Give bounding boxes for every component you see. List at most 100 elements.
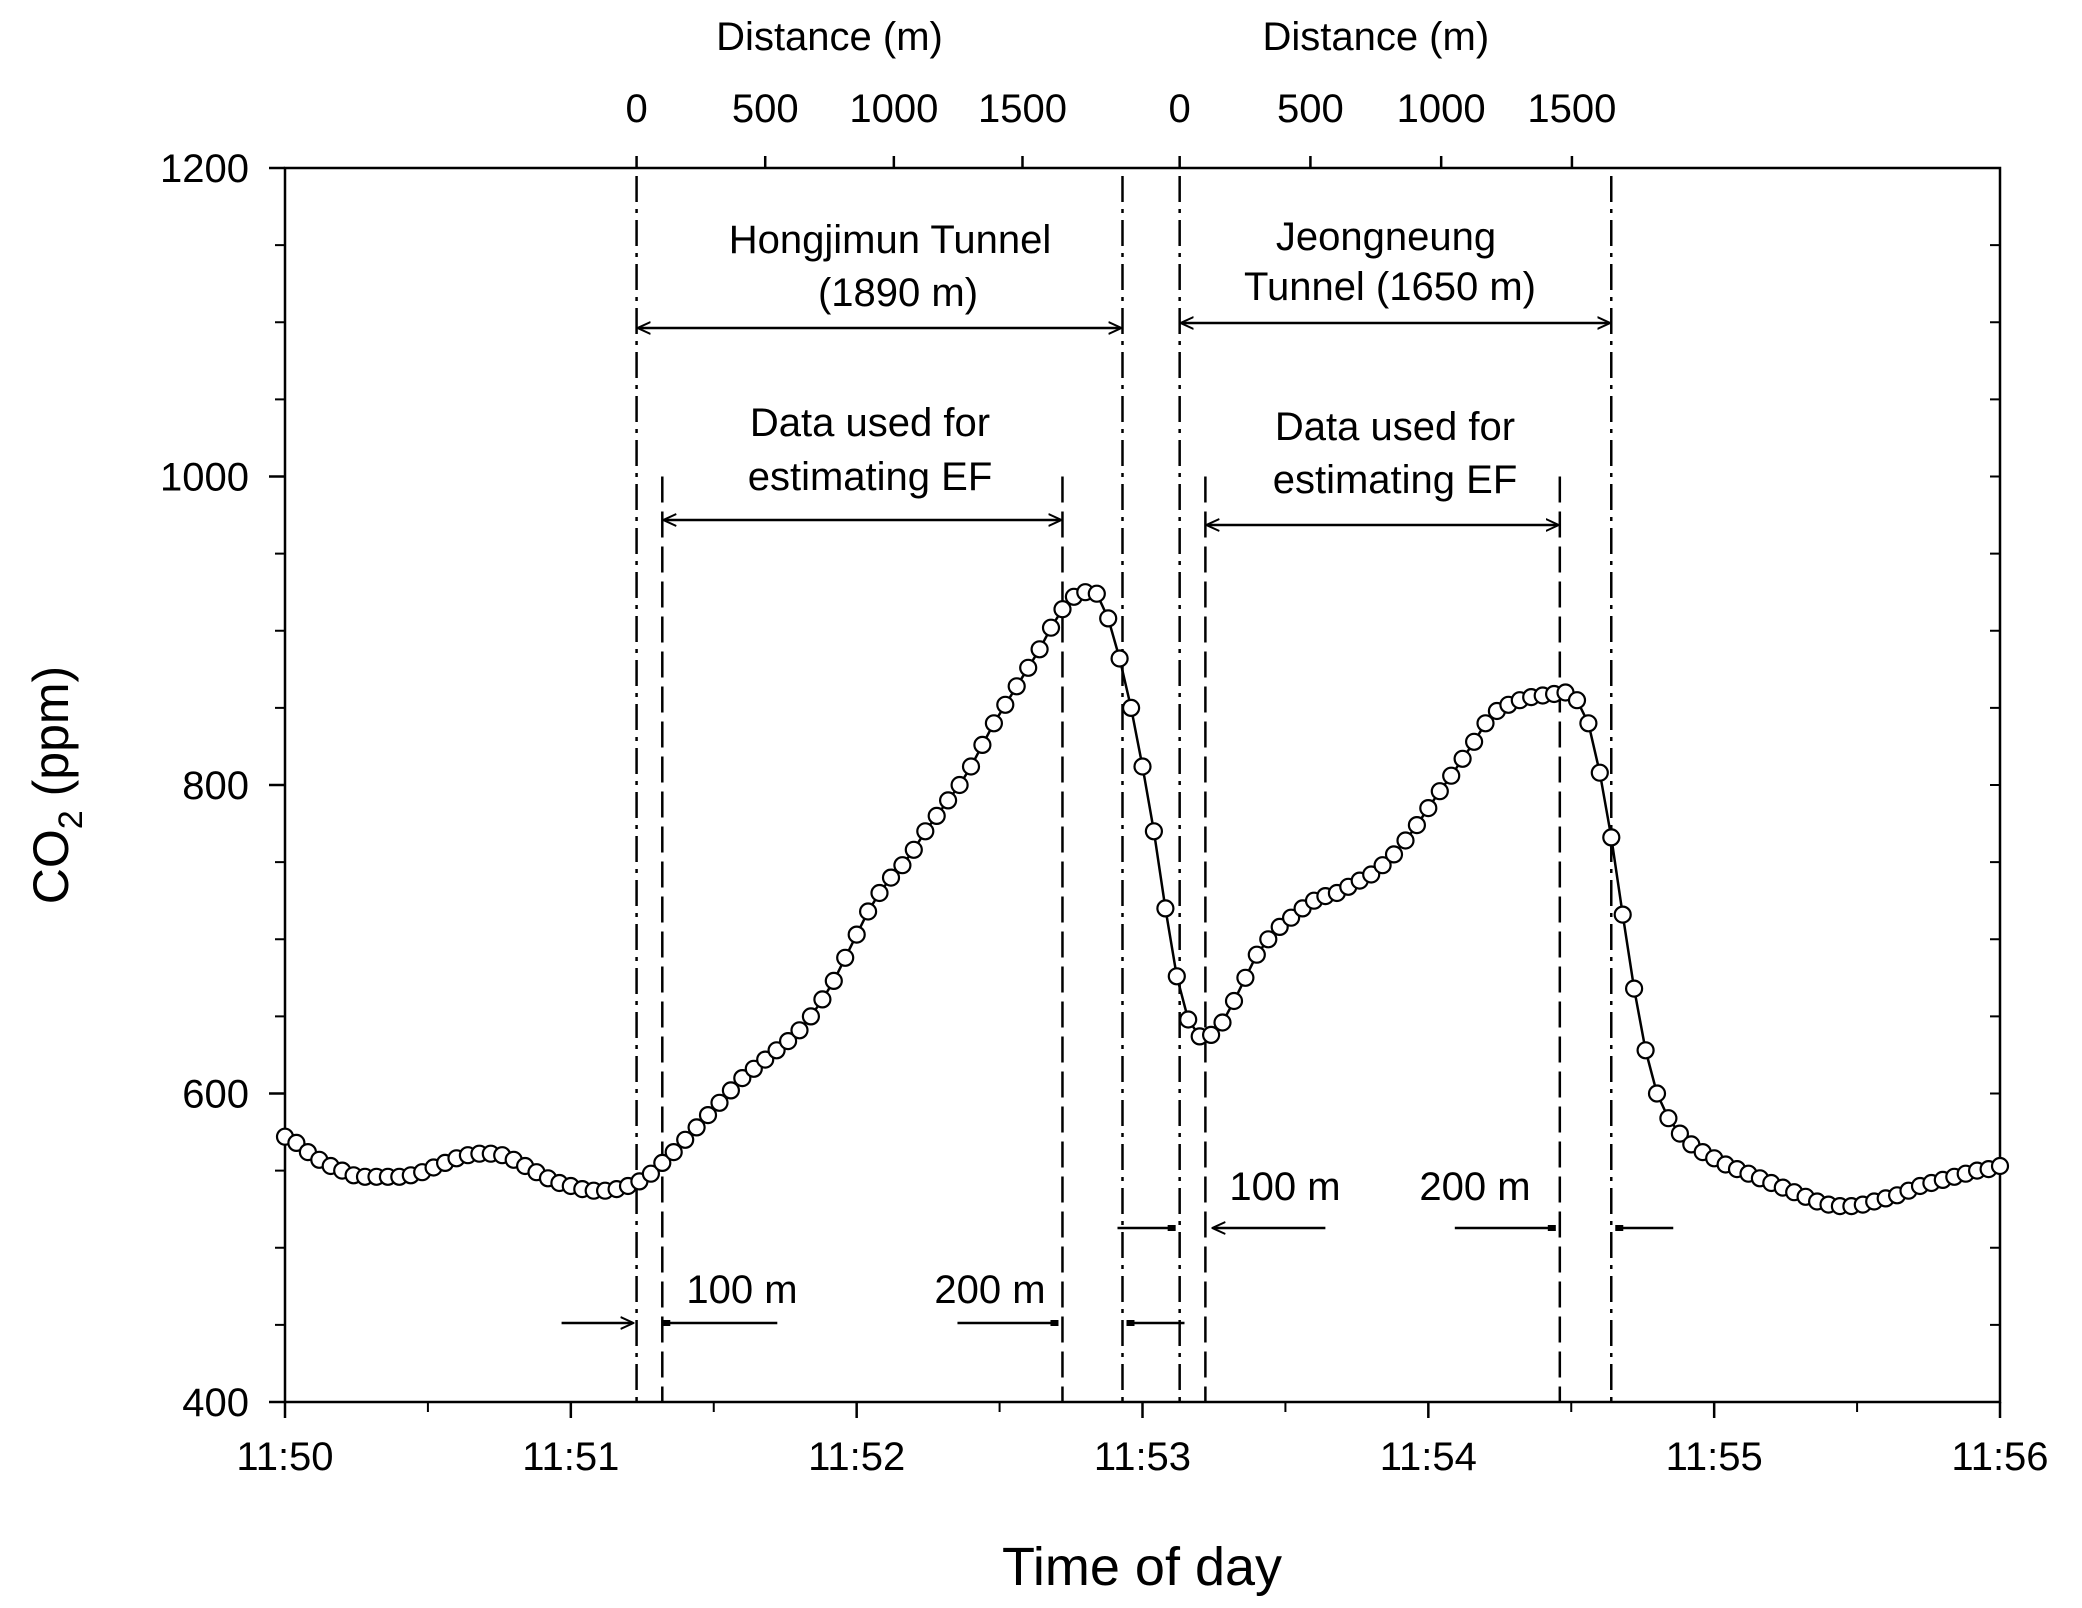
co2-series — [275, 583, 2010, 1216]
tunnel-1-length: (1890 m) — [818, 271, 978, 315]
data-point — [1133, 757, 1152, 776]
data-point — [824, 971, 843, 991]
data-point — [1121, 698, 1141, 718]
buffer-label-1: 100 m — [686, 1268, 797, 1312]
y-tick-label-400: 400 — [182, 1381, 249, 1425]
x-tick-label-11:56: 11:56 — [1951, 1435, 2048, 1479]
y-axis-label-sub: 2 — [52, 810, 90, 829]
tunnel-2-ef-label-2: estimating EF — [1273, 458, 1518, 502]
data-point — [1179, 1010, 1198, 1029]
data-point — [1144, 822, 1164, 841]
tunnel-1-name: Hongjimun Tunnel — [729, 218, 1051, 262]
data-point — [927, 806, 946, 826]
top-axis-1-label: Distance (m) — [716, 15, 943, 59]
data-point — [1659, 1109, 1678, 1128]
tunnel-2-length: Tunnel (1650 m) — [1244, 265, 1536, 309]
data-point — [1041, 618, 1061, 637]
data-point — [1007, 677, 1026, 696]
data-point — [1110, 649, 1129, 668]
x-tick-label-11:52: 11:52 — [808, 1435, 905, 1479]
x-tick-label-11:55: 11:55 — [1666, 1435, 1763, 1479]
data-point — [1384, 845, 1404, 864]
data-point — [858, 902, 878, 921]
data-point — [641, 1164, 661, 1183]
data-point — [790, 1021, 809, 1040]
top-axis-2-label: Distance (m) — [1262, 15, 1489, 59]
data-point — [1373, 856, 1392, 875]
top-axis-1-tick-label-0: 0 — [625, 87, 647, 131]
data-point — [1087, 584, 1106, 603]
data-point — [1636, 1041, 1655, 1060]
data-point — [1247, 945, 1266, 964]
series-line-CO2 — [284, 590, 2001, 1208]
tunnel-1-ef-label-1: Data used for — [750, 401, 990, 445]
data-point — [1590, 763, 1609, 782]
y-tick-label-1200: 1200 — [160, 147, 249, 191]
tunnel-annotations — [561, 323, 1674, 1323]
data-point — [721, 1081, 741, 1100]
data-point — [1053, 600, 1072, 619]
data-point — [1442, 766, 1461, 785]
data-point — [996, 695, 1015, 714]
y-axis: 400 600 800 1000 1200 — [160, 147, 2000, 1425]
top-axis-2-tick-label-1500: 1500 — [1527, 87, 1616, 131]
data-point — [1579, 714, 1598, 733]
data-point — [1647, 1084, 1667, 1103]
data-point — [1613, 905, 1632, 924]
x-axis-label: Time of day — [1002, 1537, 1282, 1597]
tunnel-2-ef-label-1: Data used for — [1275, 405, 1515, 449]
data-point — [984, 714, 1004, 733]
plot-area-frame — [283, 166, 2002, 1404]
data-point — [1156, 899, 1175, 918]
buffer-label-3: 100 m — [1229, 1165, 1340, 1209]
data-point — [1201, 1025, 1221, 1045]
data-point — [710, 1093, 729, 1112]
data-point — [1396, 831, 1415, 850]
buffer-label-2: 200 m — [934, 1268, 1045, 1312]
buffer-label-4: 200 m — [1419, 1165, 1530, 1209]
y-axis-label: CO2 (ppm) — [23, 666, 90, 904]
data-point — [938, 791, 958, 810]
data-point — [1259, 930, 1278, 949]
top-axis-1-tick-label-1500: 1500 — [978, 87, 1067, 131]
data-point — [1453, 749, 1472, 768]
data-point — [778, 1031, 798, 1051]
data-point — [950, 775, 969, 795]
data-point — [1099, 609, 1118, 628]
x-axis: 11:50 11:51 11:52 11:53 11:54 11:55 11:56 — [236, 1402, 2049, 1479]
x-tick-label-11:53: 11:53 — [1094, 1435, 1191, 1479]
top-axis-1-tick-label-1000: 1000 — [849, 87, 938, 131]
y-tick-label-800: 800 — [182, 764, 249, 808]
x-tick-label-11:51: 11:51 — [522, 1435, 619, 1479]
data-point — [1419, 798, 1438, 818]
data-point — [1407, 815, 1427, 835]
tunnel-boundary-lines — [635, 176, 1613, 1402]
data-point — [801, 1007, 821, 1026]
data-point — [1224, 991, 1244, 1011]
data-point — [904, 840, 923, 859]
data-point — [893, 856, 912, 875]
tunnel-2-name: Jeongneung — [1276, 215, 1496, 259]
data-point — [1990, 1156, 2010, 1176]
data-point — [1281, 908, 1301, 927]
data-point — [1464, 732, 1484, 751]
data-point — [676, 1130, 695, 1149]
data-point — [653, 1153, 672, 1173]
x-tick-label-11:50: 11:50 — [236, 1435, 333, 1479]
data-point — [767, 1041, 786, 1060]
y-tick-label-600: 600 — [182, 1073, 249, 1117]
y-axis-label-unit: (ppm) — [23, 666, 79, 810]
tunnel-1-ef-label-2: estimating EF — [748, 455, 993, 499]
data-point — [1019, 658, 1038, 677]
data-point — [881, 868, 901, 887]
data-point — [698, 1105, 718, 1125]
data-point — [664, 1142, 683, 1162]
data-point — [961, 757, 981, 776]
data-point — [1030, 640, 1049, 659]
data-point — [916, 822, 935, 841]
x-tick-label-11:54: 11:54 — [1380, 1435, 1477, 1479]
data-point — [847, 925, 866, 944]
data-point — [733, 1068, 752, 1088]
data-point — [756, 1050, 775, 1069]
